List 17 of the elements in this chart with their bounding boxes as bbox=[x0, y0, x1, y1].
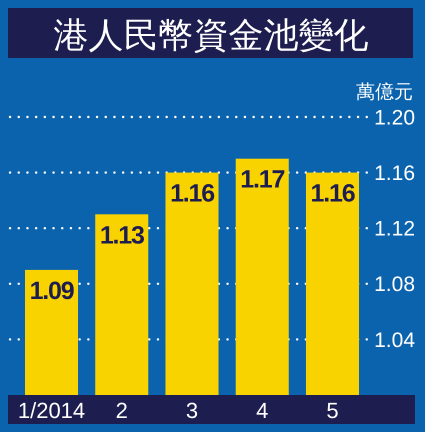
y-axis-title: 萬億元 bbox=[356, 81, 413, 103]
data-label: 1.09 bbox=[30, 276, 74, 305]
data-label: 1.16 bbox=[170, 180, 214, 208]
x-tick-label: 4 bbox=[256, 398, 268, 423]
data-label: 1.17 bbox=[240, 166, 284, 194]
data-label: 1.16 bbox=[310, 180, 355, 208]
x-tick-label: 1/2014 bbox=[18, 398, 86, 423]
y-tick-label: 1.04 bbox=[374, 328, 416, 352]
y-tick-label: 1.12 bbox=[374, 218, 415, 241]
x-tick-label: 5 bbox=[326, 398, 339, 423]
y-tick-label: 1.08 bbox=[374, 273, 415, 296]
y-tick-label: 1.20 bbox=[374, 106, 415, 130]
x-tick-label: 3 bbox=[186, 398, 198, 423]
data-label: 1.13 bbox=[100, 221, 144, 250]
chart-title: 港人民幣資金池變化 bbox=[54, 16, 368, 56]
x-tick-label: 2 bbox=[116, 398, 128, 423]
y-tick-label: 1.16 bbox=[374, 162, 415, 185]
